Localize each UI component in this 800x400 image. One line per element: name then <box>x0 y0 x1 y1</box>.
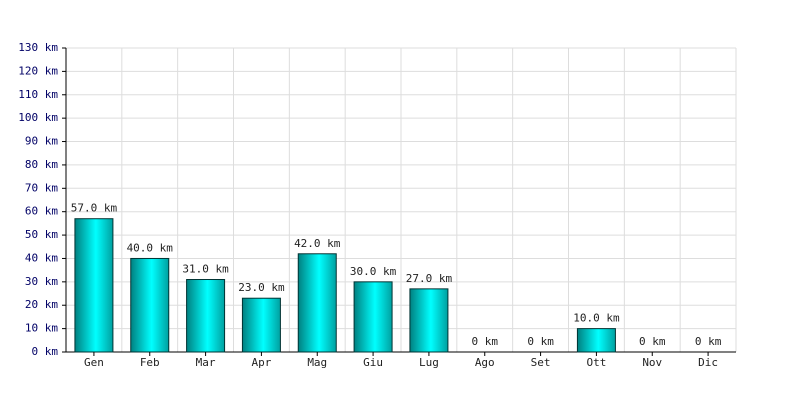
value-label: 23.0 km <box>238 281 285 294</box>
x-tick-label: Mar <box>196 356 216 369</box>
x-tick-label: Giu <box>363 356 383 369</box>
y-tick-label: 90 km <box>25 135 58 148</box>
y-tick-label: 130 km <box>18 41 58 54</box>
x-tick-label: Lug <box>419 356 439 369</box>
value-label: 42.0 km <box>294 237 341 250</box>
value-label: 0 km <box>695 335 722 348</box>
y-tick-label: 10 km <box>25 322 58 335</box>
bar <box>353 281 393 353</box>
y-tick-label: 30 km <box>25 275 58 288</box>
y-tick-label: 100 km <box>18 111 58 124</box>
y-tick-label: 40 km <box>25 251 58 264</box>
value-label: 27.0 km <box>406 272 453 285</box>
x-tick-label: Apr <box>251 356 271 369</box>
x-tick-label: Feb <box>140 356 160 369</box>
y-tick-label: 50 km <box>25 228 58 241</box>
y-tick-label: 70 km <box>25 181 58 194</box>
labels: 0 km 10 km 20 km 30 km 40 km 50 km 60 km 70 km 8… <box>18 41 721 369</box>
y-tick-label: 110 km <box>18 88 58 101</box>
bar <box>130 257 170 353</box>
bar <box>409 288 449 353</box>
bar <box>297 253 337 353</box>
value-label: 10.0 km <box>573 312 620 325</box>
x-tick-label: Gen <box>84 356 104 369</box>
bar <box>241 297 281 353</box>
y-tick-label: 0 km <box>32 345 59 358</box>
value-label: 0 km <box>527 335 554 348</box>
value-label: 57.0 km <box>71 202 118 215</box>
bar <box>576 328 616 353</box>
x-tick-label: Ott <box>586 356 606 369</box>
x-tick-label: Mag <box>307 356 327 369</box>
value-label: 30.0 km <box>350 265 397 278</box>
value-label: 0 km <box>472 335 499 348</box>
grid <box>62 47 737 353</box>
x-tick-label: Set <box>531 356 551 369</box>
bar <box>186 279 226 353</box>
y-tick-label: 60 km <box>25 205 58 218</box>
y-tick-label: 20 km <box>25 298 58 311</box>
x-tick-label: Nov <box>642 356 662 369</box>
y-tick-label: 120 km <box>18 64 58 77</box>
value-label: 31.0 km <box>182 263 229 276</box>
value-label: 0 km <box>639 335 666 348</box>
bar <box>74 218 114 353</box>
x-tick-label: Dic <box>698 356 718 369</box>
value-label: 40.0 km <box>127 241 174 254</box>
x-tick-label: Ago <box>475 356 495 369</box>
y-tick-label: 80 km <box>25 158 58 171</box>
bars <box>74 218 616 353</box>
